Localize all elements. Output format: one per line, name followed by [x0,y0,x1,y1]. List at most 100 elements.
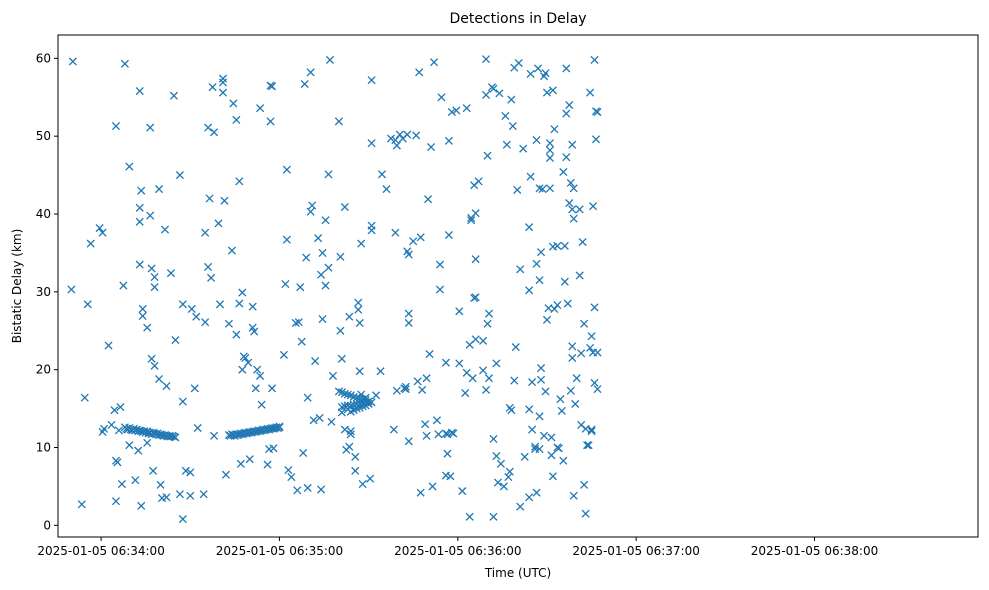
data-point [568,353,577,363]
data-point [462,104,471,113]
data-point [328,371,338,380]
data-point [578,237,587,247]
data-point [539,431,549,440]
data-point [391,228,400,237]
data-point [489,512,498,521]
y-tick-label: 50 [36,129,51,143]
data-point [317,270,326,279]
data-point [565,199,574,208]
data-point [354,298,363,307]
data-point [367,398,376,407]
chart-title: Detections in Delay [449,11,586,27]
data-point [557,406,566,415]
data-point [444,136,453,145]
data-point [382,185,391,194]
data-point [186,491,195,500]
data-point [110,406,119,415]
y-tick-label: 20 [36,363,51,377]
data-point [507,406,516,415]
data-point [321,281,330,290]
data-point [577,349,586,358]
x-axis: 2025-01-05 06:34:00 2025-01-05 06:35:00 20… [37,537,878,558]
data-point [235,299,244,308]
data-point [446,472,455,481]
data-point [68,57,77,66]
data-point [422,374,431,383]
data-point [467,216,476,225]
data-point [86,239,95,248]
y-tick-label: 0 [43,518,51,532]
data-point [548,472,557,481]
data-point [137,186,146,195]
data-point [535,444,544,454]
data-point [496,459,505,468]
data-point [455,359,464,368]
data-point [593,107,602,117]
data-point [220,196,229,205]
data-point [116,402,125,412]
data-point [235,177,244,186]
data-point [587,427,596,436]
data-point [146,211,155,220]
data-point [531,442,540,451]
data-point [193,423,202,433]
data-point [334,387,343,396]
data-point [386,134,395,143]
data-point [354,305,363,314]
data-point [162,381,171,391]
data-point [138,304,147,314]
data-point [80,393,89,402]
data-point [340,389,349,398]
data-point [507,95,516,104]
data-point [418,385,427,394]
data-point [125,162,134,171]
data-point [479,366,488,375]
data-point [321,216,330,225]
data-point [224,319,233,328]
data-point [149,466,158,475]
data-point [501,111,510,121]
data-point [392,386,401,395]
data-point [415,68,424,77]
data-point [357,239,366,248]
data-point [416,488,425,497]
data-point [590,378,599,387]
data-point [131,476,140,485]
data-point [171,433,180,442]
data-point [492,451,501,461]
data-point [147,264,156,273]
data-point [404,309,413,318]
data-point [586,343,595,352]
data-point [267,384,277,393]
data-point [340,425,349,434]
data-point [422,431,431,440]
data-point [251,384,260,393]
data-point [107,420,116,429]
x-axis-title: Time (UTC) [484,566,551,580]
data-point [98,228,107,237]
data-point [113,458,122,467]
data-point [569,184,578,193]
data-point [100,424,109,433]
data-point [318,315,327,324]
data-point [532,488,541,497]
data-point [565,100,574,110]
data-point [299,448,308,458]
data-point [345,442,354,451]
y-axis: 0 10 20 30 40 50 60 [36,51,58,532]
data-point [404,318,413,328]
data-point [580,319,589,328]
data-point [192,312,201,321]
data-point [135,203,144,212]
data-point [229,99,238,108]
data-point [481,55,491,64]
data-point [481,385,491,394]
data-point [392,141,401,150]
data-point [526,172,535,181]
data-point [401,382,410,391]
data-point [317,485,326,494]
data-point [538,185,547,194]
data-point [449,429,458,438]
data-point [428,482,437,491]
